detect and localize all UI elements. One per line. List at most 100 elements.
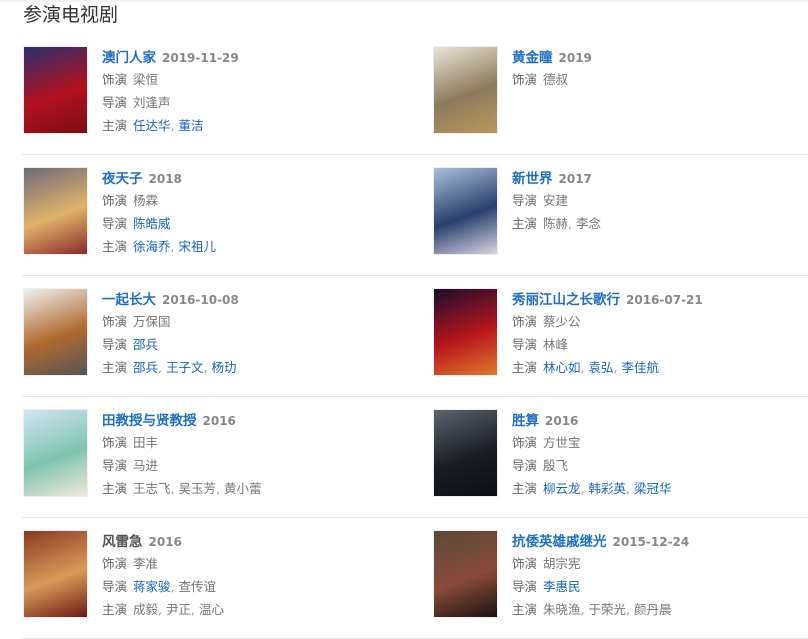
cast-label: 主演 <box>102 602 128 617</box>
row-divider <box>22 517 808 518</box>
director-line: 导演 马进 <box>102 454 261 477</box>
comma-separator: , <box>613 360 622 375</box>
comma-separator: , <box>191 602 199 617</box>
series-title-link[interactable]: 黄金瞳 <box>512 50 553 66</box>
role-label: 饰演 <box>102 72 128 87</box>
poster-image[interactable] <box>23 288 88 376</box>
person-link[interactable]: 李佳航 <box>621 360 659 375</box>
cast-label: 主演 <box>102 360 128 375</box>
director-label: 导演 <box>512 458 538 473</box>
comma-separator: , <box>568 216 576 231</box>
comma-separator: , <box>626 602 634 617</box>
person-name: 杨霖 <box>133 193 159 208</box>
person-link[interactable]: 陈皓威 <box>133 216 171 231</box>
person-link[interactable]: 任达华 <box>133 118 171 133</box>
series-title-link[interactable]: 田教授与贤教授 <box>102 413 197 429</box>
person-link[interactable]: 韩彩英 <box>588 481 626 496</box>
role-line: 饰演 李准 <box>102 552 224 575</box>
comma-separator: , <box>216 481 224 496</box>
list-item: 新世界 2017 导演 安建 主演 陈赫, 李念 <box>433 167 808 267</box>
role-line: 饰演 梁恒 <box>102 68 239 91</box>
person-link[interactable]: 邵兵 <box>133 360 159 375</box>
person-name: 梁恒 <box>133 72 159 87</box>
series-title-link[interactable]: 澳门人家 <box>102 50 156 66</box>
person-link[interactable]: 袁弘 <box>588 360 614 375</box>
comma-separator: , <box>170 481 179 496</box>
role-line: 饰演 方世宝 <box>512 431 671 454</box>
person-name: 查传谊 <box>178 579 216 594</box>
item-info: 秀丽江山之长歌行 2016-07-21 饰演 蔡少公 导演 林峰 主演 林心如, 袁弘, 李佳… <box>512 288 703 379</box>
person-link[interactable]: 徐海乔 <box>133 239 171 254</box>
poster-image[interactable] <box>23 530 88 618</box>
director-line: 导演 殷飞 <box>512 454 671 477</box>
role-line: 饰演 杨霖 <box>102 189 216 212</box>
person-link[interactable]: 柳云龙 <box>543 481 581 496</box>
poster-image[interactable] <box>433 288 498 376</box>
role-label: 饰演 <box>512 314 538 329</box>
cast-line: 主演 徐海乔, 宋祖儿 <box>102 235 216 258</box>
series-title-link[interactable]: 抗倭英雄戚继光 <box>512 534 607 550</box>
person-name: 殷飞 <box>543 458 569 473</box>
person-link[interactable]: 杨玏 <box>211 360 237 375</box>
role-label: 饰演 <box>102 435 128 450</box>
item-info: 风雷急 2016 饰演 李准 导演 蒋家骏, 查传谊 主演 成毅, 尹正, 温心 <box>102 530 224 621</box>
cast-label: 主演 <box>512 360 538 375</box>
item-info: 澳门人家 2019-11-29 饰演 梁恒 导演 刘逢声 主演 任达华, 董洁 <box>102 46 239 137</box>
poster-image[interactable] <box>23 167 88 255</box>
person-link[interactable]: 宋祖儿 <box>178 239 216 254</box>
list-item: 一起长大 2016-10-08 饰演 万保国 导演 邵兵 主演 邵兵, 王子文, 杨玏 <box>23 288 403 388</box>
cast-label: 主演 <box>102 239 128 254</box>
person-name: 德叔 <box>543 72 569 87</box>
title-line: 新世界 2017 <box>512 167 601 189</box>
series-title-link[interactable]: 夜天子 <box>102 171 143 187</box>
director-label: 导演 <box>512 579 538 594</box>
director-label: 导演 <box>102 95 128 110</box>
title-line: 风雷急 2016 <box>102 530 224 552</box>
person-link[interactable]: 董洁 <box>178 118 204 133</box>
role-line: 饰演 田丰 <box>102 431 261 454</box>
item-info: 新世界 2017 导演 安建 主演 陈赫, 李念 <box>512 167 601 235</box>
person-name: 李念 <box>575 216 601 231</box>
poster-image[interactable] <box>433 167 498 255</box>
title-line: 夜天子 2018 <box>102 167 216 189</box>
role-line: 饰演 德叔 <box>512 68 592 91</box>
person-link[interactable]: 王子文 <box>165 360 204 375</box>
cast-line: 主演 邵兵, 王子文, 杨玏 <box>102 356 239 379</box>
person-name: 李准 <box>133 556 159 571</box>
poster-image[interactable] <box>433 46 498 134</box>
person-link[interactable]: 邵兵 <box>133 337 159 352</box>
role-line: 饰演 万保国 <box>102 310 239 333</box>
poster-image[interactable] <box>23 46 88 134</box>
person-link[interactable]: 梁冠华 <box>633 481 672 496</box>
cast-line: 主演 成毅, 尹正, 温心 <box>102 598 224 621</box>
cast-line: 主演 柳云龙, 韩彩英, 梁冠华 <box>512 477 671 500</box>
person-link[interactable]: 李惠民 <box>543 579 581 594</box>
list-item: 抗倭英雄戚继光 2015-12-24 饰演 胡宗宪 导演 李惠民 主演 朱晓渔, 于荣光, 颜… <box>433 530 808 630</box>
title-line: 田教授与贤教授 2016 <box>102 409 261 431</box>
series-title-link[interactable]: 胜算 <box>512 413 539 429</box>
person-name: 温心 <box>198 602 224 617</box>
person-name: 吴玉芳 <box>178 481 216 496</box>
person-link[interactable]: 蒋家骏 <box>133 579 171 594</box>
director-label: 导演 <box>102 458 128 473</box>
title-line: 胜算 2016 <box>512 409 671 431</box>
person-name: 尹正 <box>165 602 191 617</box>
series-title-link[interactable]: 新世界 <box>512 171 553 187</box>
list-item: 田教授与贤教授 2016 饰演 田丰 导演 马进 主演 王志飞, 吴玉芳, 黄小蕾 <box>23 409 403 509</box>
director-label: 导演 <box>512 337 538 352</box>
release-date: 2017 <box>558 172 592 186</box>
poster-image[interactable] <box>433 409 498 497</box>
role-label: 饰演 <box>102 193 128 208</box>
cast-line: 主演 陈赫, 李念 <box>512 212 601 235</box>
series-title-link[interactable]: 一起长大 <box>102 292 156 308</box>
poster-image[interactable] <box>433 530 498 618</box>
item-info: 夜天子 2018 饰演 杨霖 导演 陈皓威 主演 徐海乔, 宋祖儿 <box>102 167 216 258</box>
director-line: 导演 邵兵 <box>102 333 239 356</box>
series-title-link[interactable]: 秀丽江山之长歌行 <box>512 292 620 308</box>
person-name: 陈赫 <box>543 216 569 231</box>
release-date: 2016 <box>148 535 182 549</box>
release-date: 2016 <box>545 414 579 428</box>
director-line: 导演 陈皓威 <box>102 212 216 235</box>
poster-image[interactable] <box>23 409 88 497</box>
person-link[interactable]: 林心如 <box>543 360 581 375</box>
